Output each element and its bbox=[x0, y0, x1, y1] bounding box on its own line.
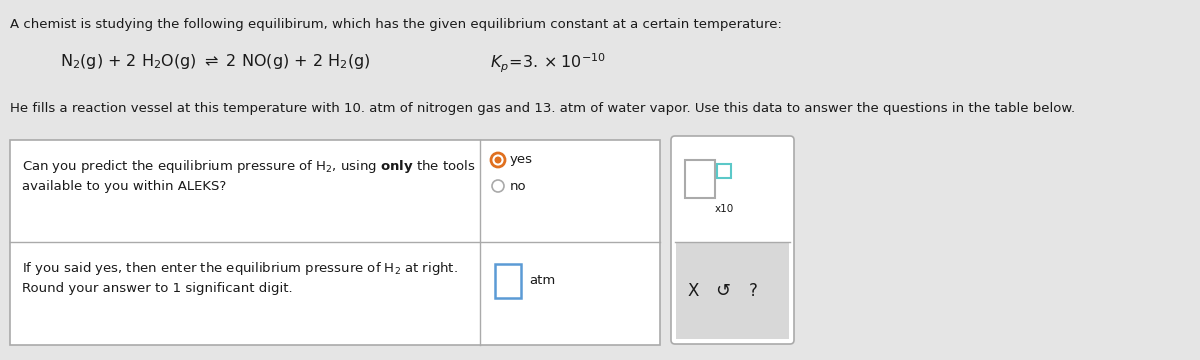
Text: ?: ? bbox=[749, 282, 757, 300]
FancyBboxPatch shape bbox=[10, 140, 660, 345]
Circle shape bbox=[492, 180, 504, 192]
Text: N$_2$(g) + 2 H$_2$O(g) $\rightleftharpoons$ 2 NO(g) + 2 H$_2$(g): N$_2$(g) + 2 H$_2$O(g) $\rightleftharpoo… bbox=[60, 52, 371, 71]
Text: A chemist is studying the following equilibirum, which has the given equilibrium: A chemist is studying the following equi… bbox=[10, 18, 782, 31]
Text: x10: x10 bbox=[715, 204, 734, 214]
Circle shape bbox=[494, 157, 502, 163]
FancyBboxPatch shape bbox=[676, 242, 790, 339]
Text: If you said yes, then enter the equilibrium pressure of H$_2$ at right.: If you said yes, then enter the equilibr… bbox=[22, 260, 458, 277]
Text: X: X bbox=[688, 282, 698, 300]
FancyBboxPatch shape bbox=[685, 160, 715, 198]
FancyBboxPatch shape bbox=[671, 136, 794, 344]
Text: He fills a reaction vessel at this temperature with 10. atm of nitrogen gas and : He fills a reaction vessel at this tempe… bbox=[10, 102, 1075, 115]
Text: no: no bbox=[510, 180, 527, 193]
Circle shape bbox=[491, 153, 505, 167]
Text: Round your answer to 1 significant digit.: Round your answer to 1 significant digit… bbox=[22, 282, 293, 295]
Text: $K_p\!=\!3.\times 10^{-10}$: $K_p\!=\!3.\times 10^{-10}$ bbox=[490, 52, 606, 75]
FancyBboxPatch shape bbox=[496, 264, 521, 298]
Text: available to you within ALEKS?: available to you within ALEKS? bbox=[22, 180, 227, 193]
Text: yes: yes bbox=[510, 153, 533, 166]
Text: ↺: ↺ bbox=[715, 282, 731, 300]
FancyBboxPatch shape bbox=[718, 164, 731, 178]
Text: atm: atm bbox=[529, 274, 556, 288]
Text: Can you predict the equilibrium pressure of H$_2$, using $\mathbf{only}$ the too: Can you predict the equilibrium pressure… bbox=[22, 158, 475, 175]
